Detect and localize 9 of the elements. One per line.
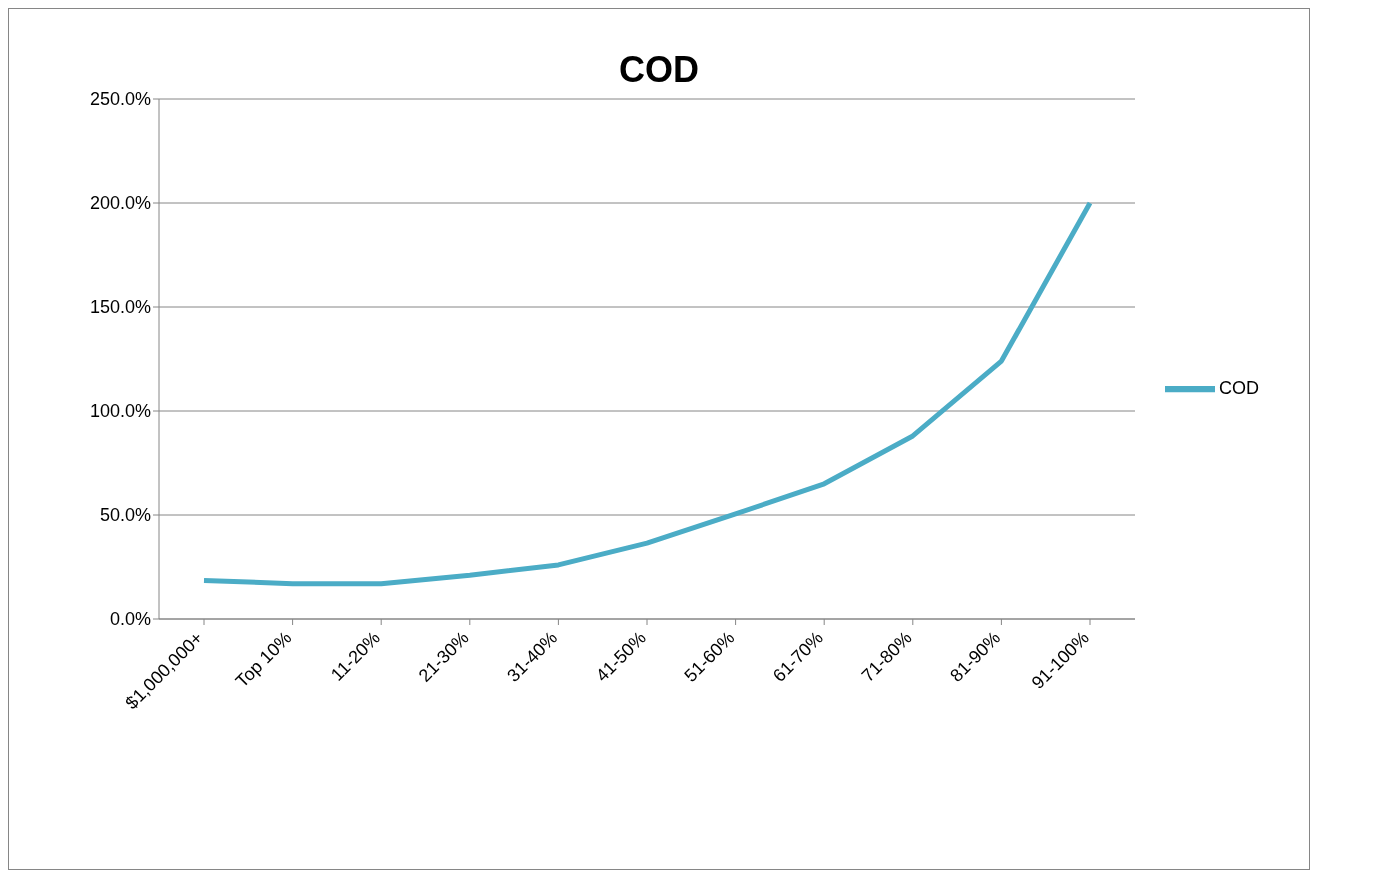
chart-title: COD [618,49,700,91]
y-tick-label: 150.0% [89,297,151,318]
y-tick-label: 200.0% [89,193,151,214]
y-tick-label: 100.0% [89,401,151,422]
x-tick-label: Top 10% [231,627,296,692]
legend-label: COD [1219,377,1259,398]
y-tick-label: 50.0% [99,505,151,526]
y-tick-label: 0.0% [109,609,151,630]
y-tick-label: 250.0% [89,89,151,110]
